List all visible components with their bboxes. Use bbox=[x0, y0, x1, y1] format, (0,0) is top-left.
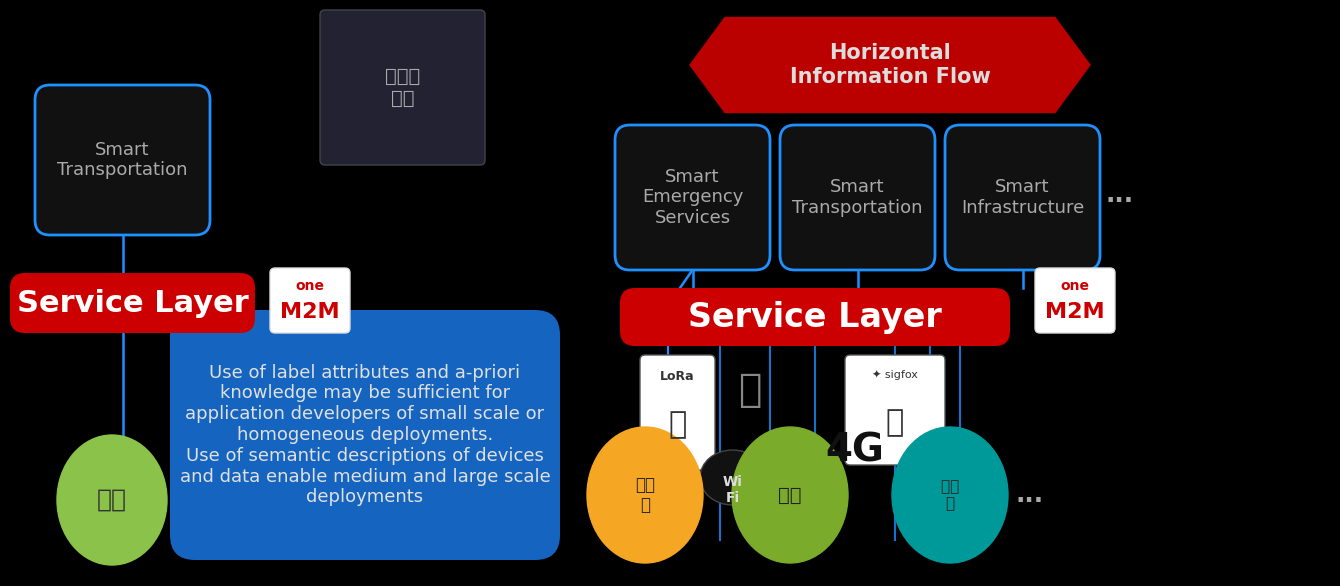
FancyBboxPatch shape bbox=[170, 310, 560, 560]
Text: one: one bbox=[296, 279, 324, 293]
Text: ...: ... bbox=[1106, 183, 1134, 207]
Text: Smart
Transportation: Smart Transportation bbox=[58, 141, 188, 179]
Text: 📡: 📡 bbox=[886, 408, 904, 438]
FancyBboxPatch shape bbox=[641, 355, 716, 470]
Ellipse shape bbox=[58, 435, 168, 565]
Text: 📡: 📡 bbox=[669, 411, 686, 440]
FancyBboxPatch shape bbox=[9, 273, 255, 333]
Text: LoRa: LoRa bbox=[661, 370, 695, 383]
FancyBboxPatch shape bbox=[269, 268, 350, 333]
Text: Use of label attributes and a-priori
knowledge may be sufficient for
application: Use of label attributes and a-priori kno… bbox=[180, 363, 551, 506]
FancyBboxPatch shape bbox=[35, 85, 210, 235]
Text: 🚌🚚: 🚌🚚 bbox=[96, 488, 127, 512]
Text: M2M: M2M bbox=[1045, 302, 1104, 322]
Ellipse shape bbox=[699, 450, 765, 505]
Ellipse shape bbox=[892, 427, 1008, 563]
FancyBboxPatch shape bbox=[780, 125, 935, 270]
Text: 🖥️👨‍💻
📊🗺️: 🖥️👨‍💻 📊🗺️ bbox=[385, 67, 421, 108]
FancyBboxPatch shape bbox=[320, 10, 485, 165]
Text: ✦ sigfox: ✦ sigfox bbox=[872, 370, 918, 380]
FancyBboxPatch shape bbox=[1034, 268, 1115, 333]
Text: Horizontal
Information Flow: Horizontal Information Flow bbox=[789, 43, 990, 87]
FancyBboxPatch shape bbox=[615, 125, 770, 270]
FancyBboxPatch shape bbox=[620, 288, 1010, 346]
FancyBboxPatch shape bbox=[945, 125, 1100, 270]
Text: 🏗️⛵
🚢: 🏗️⛵ 🚢 bbox=[941, 479, 959, 511]
Text: Smart
Emergency
Services: Smart Emergency Services bbox=[642, 168, 744, 227]
Text: Fi: Fi bbox=[725, 490, 740, 505]
Text: 4G: 4G bbox=[825, 431, 884, 469]
Polygon shape bbox=[690, 18, 1089, 113]
Text: M2M: M2M bbox=[280, 302, 340, 322]
Text: Wi: Wi bbox=[722, 475, 742, 489]
FancyBboxPatch shape bbox=[846, 355, 945, 465]
Text: 👮🚔
🚑: 👮🚔 🚑 bbox=[635, 476, 655, 515]
Ellipse shape bbox=[732, 427, 848, 563]
Text: ...: ... bbox=[1016, 483, 1044, 507]
Text: 📡: 📡 bbox=[738, 371, 761, 409]
Text: Service Layer: Service Layer bbox=[16, 288, 248, 318]
Text: Service Layer: Service Layer bbox=[689, 301, 942, 333]
Text: one: one bbox=[1060, 279, 1089, 293]
Text: Smart
Infrastructure: Smart Infrastructure bbox=[961, 178, 1084, 217]
Text: 🚌🚚: 🚌🚚 bbox=[779, 485, 801, 505]
Ellipse shape bbox=[587, 427, 704, 563]
Text: Smart
Transportation: Smart Transportation bbox=[792, 178, 923, 217]
